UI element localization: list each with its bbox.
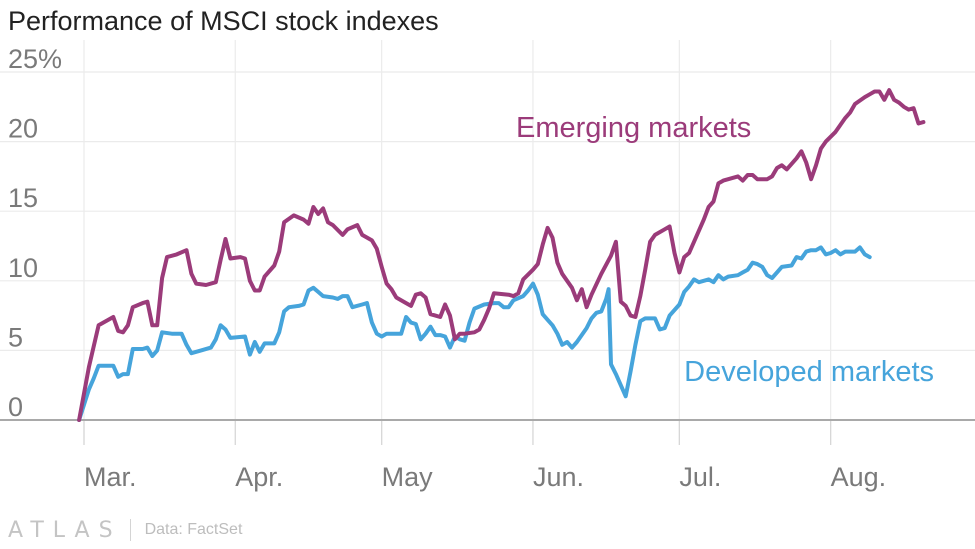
brand-logo: ATLAS bbox=[8, 517, 122, 543]
footer-divider bbox=[129, 519, 131, 541]
series-line-emerging-markets bbox=[77, 88, 926, 422]
series-layer bbox=[77, 88, 926, 422]
chart-title: Performance of MSCI stock indexes bbox=[8, 6, 439, 36]
series-label-developed-markets: Developed markets bbox=[684, 356, 934, 388]
x-tick-label: Aug. bbox=[831, 462, 887, 492]
y-tick-label: 25% bbox=[8, 44, 62, 74]
y-tick-label: 15 bbox=[8, 183, 38, 213]
x-tick-label: Mar. bbox=[84, 462, 137, 492]
source-note: Data: FactSet bbox=[144, 521, 243, 538]
y-tick-label: 0 bbox=[8, 392, 23, 422]
annotation-layer: Emerging markets Developed markets bbox=[516, 112, 934, 388]
series-line-developed-markets bbox=[77, 245, 872, 422]
series-label-emerging-markets: Emerging markets bbox=[516, 112, 751, 144]
axis-layer: 0 5 10 15 20 25% Mar. Apr. May Jun. Jul. Aug. bbox=[0, 44, 975, 492]
footer: ATLAS Data: FactSet bbox=[8, 516, 242, 544]
grid-layer bbox=[0, 40, 975, 445]
x-tick-label: May bbox=[382, 462, 434, 492]
y-tick-label: 20 bbox=[8, 114, 38, 144]
y-tick-label: 10 bbox=[8, 253, 38, 283]
x-tick-label: Apr. bbox=[235, 462, 283, 492]
x-tick-label: Jun. bbox=[533, 462, 584, 492]
y-tick-label: 5 bbox=[8, 322, 23, 352]
x-tick-label: Jul. bbox=[679, 462, 721, 492]
